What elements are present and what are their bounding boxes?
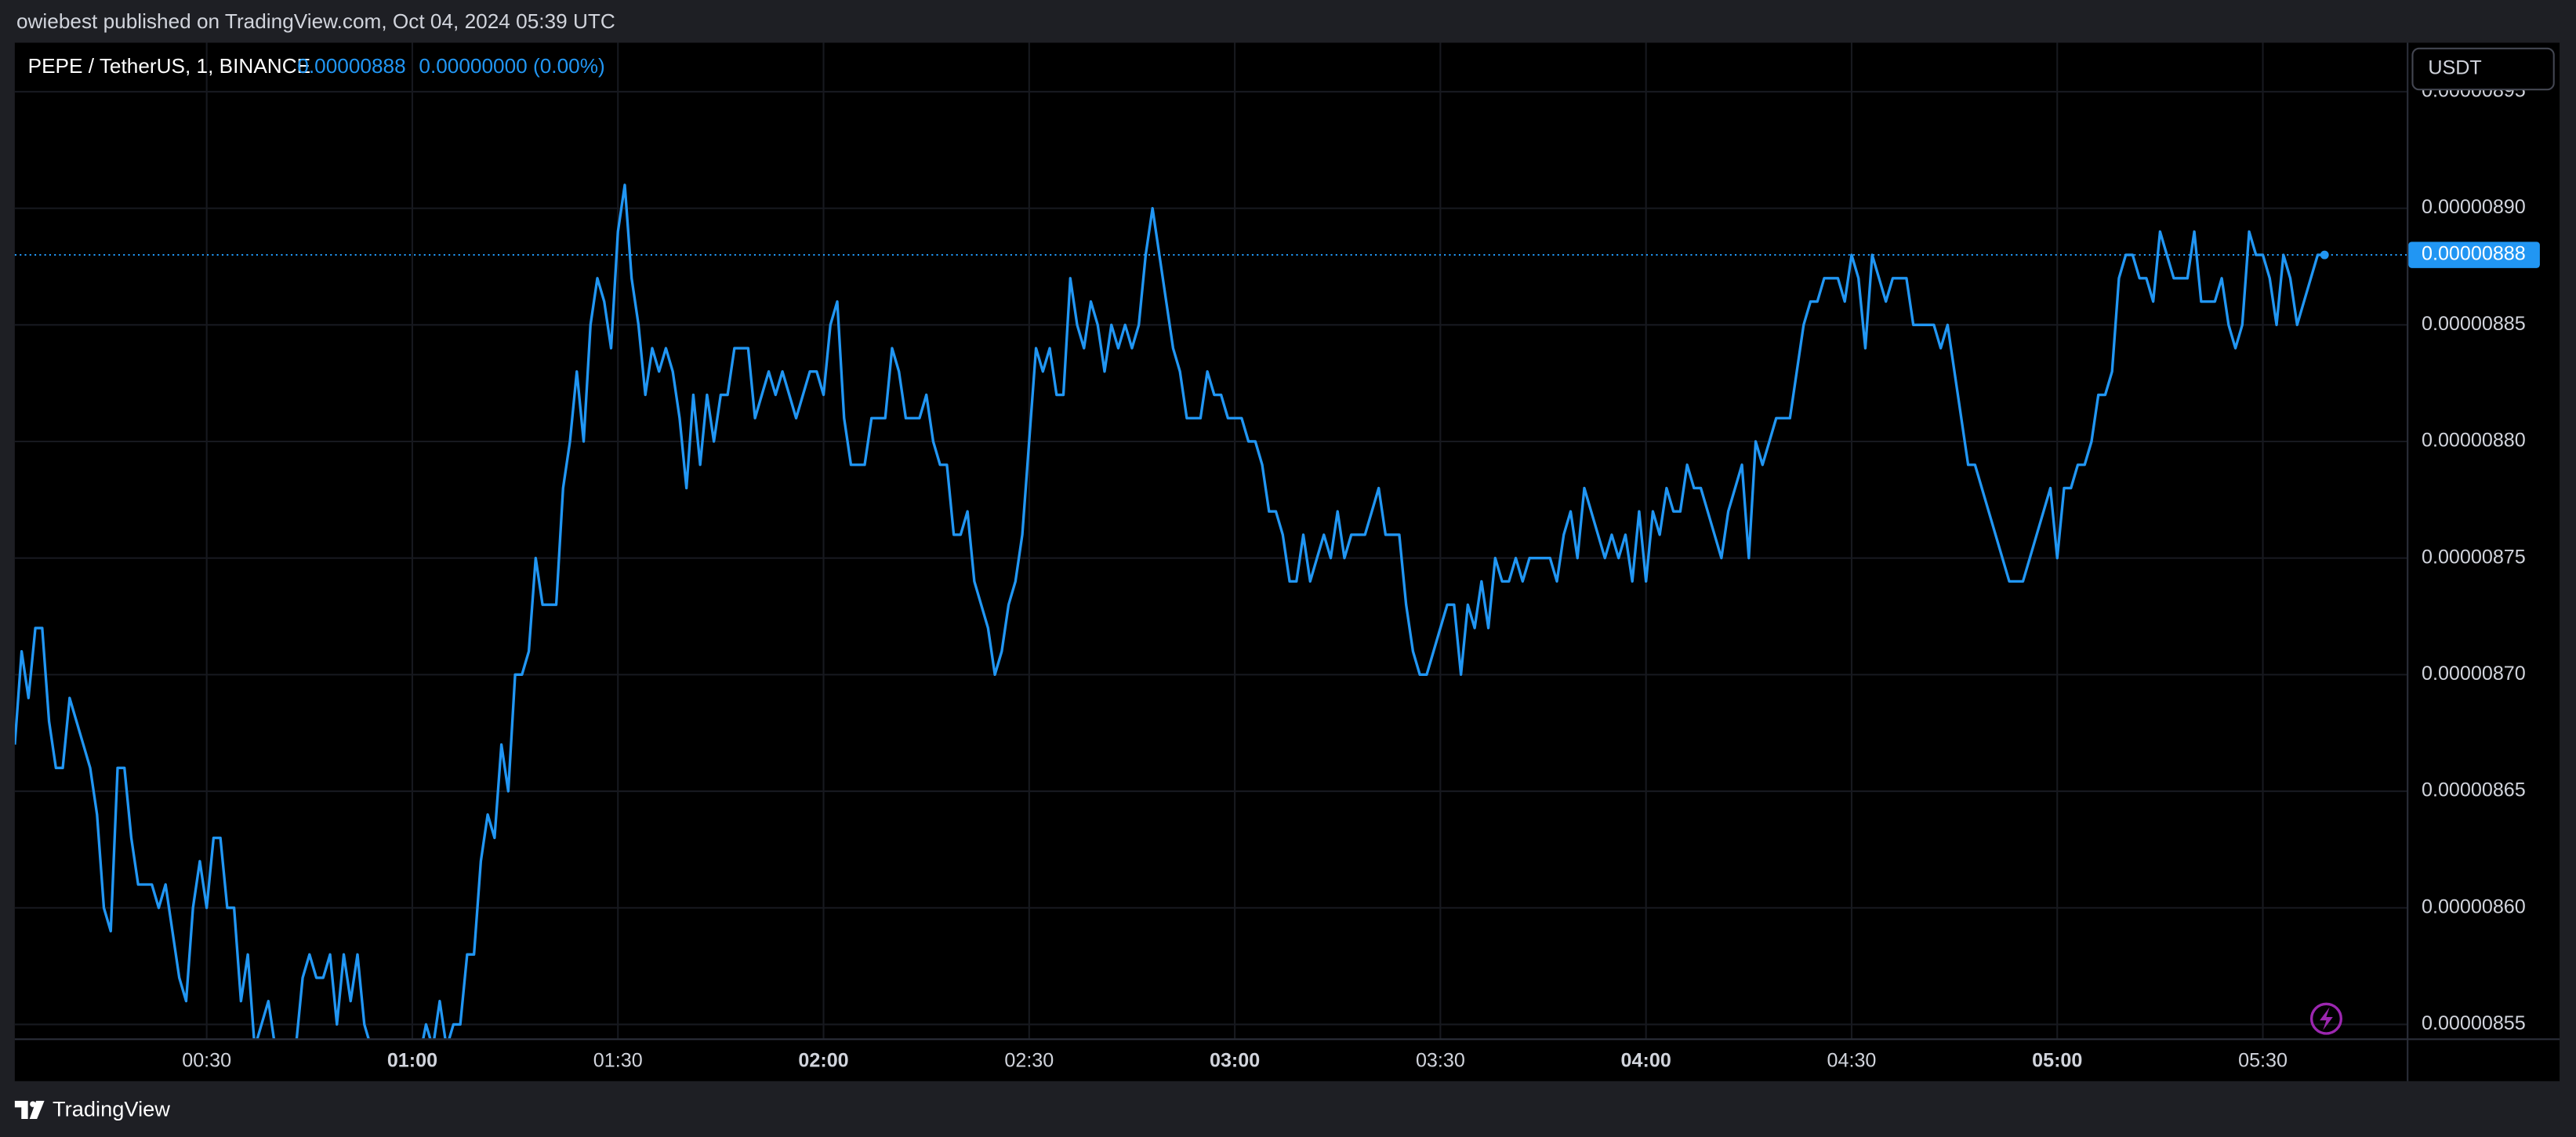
header-change: 0.00000000 (0.00%) (419, 54, 604, 78)
x-tick-label: 00:30 (182, 1049, 231, 1071)
header-price: 0.00000888 (297, 54, 405, 78)
x-tick-label: 02:00 (798, 1049, 848, 1071)
x-tick-label: 05:30 (2238, 1049, 2288, 1071)
publish-info: owiebest published on TradingView.com, O… (16, 9, 615, 33)
axes: 0.00000855 0.00000860 0.00000865 0.00000870… (182, 80, 2540, 1071)
y-tick-label: 0.00000855 (2422, 1012, 2526, 1034)
y-tick-label: 0.00000865 (2422, 779, 2526, 801)
y-tick-label: 0.00000870 (2422, 663, 2526, 685)
y-tick-label: 0.00000860 (2422, 895, 2526, 917)
currency-label[interactable]: USDT (2428, 57, 2481, 79)
price-line (14, 183, 2325, 1039)
x-tick-label: 03:00 (1210, 1049, 1260, 1071)
y-tick-label: 0.00000885 (2422, 313, 2526, 335)
brand-name[interactable]: TradingView (53, 1097, 170, 1121)
x-tick-label: 01:00 (387, 1049, 437, 1071)
last-price-label: 0.00000888 (2422, 243, 2526, 265)
last-price-badge (2408, 242, 2540, 268)
x-tick-label: 02:30 (1004, 1049, 1054, 1071)
plot-area (14, 183, 2329, 1039)
x-tick-label: 05:00 (2032, 1049, 2082, 1071)
tradingview-logo[interactable] (14, 1100, 45, 1119)
lightning-icon[interactable] (2309, 1002, 2342, 1035)
x-tick-label: 01:30 (593, 1049, 643, 1071)
currency-button[interactable] (2411, 47, 2555, 91)
last-point (2320, 250, 2329, 260)
x-tick-label: 04:00 (1621, 1049, 1671, 1071)
y-tick-label: 0.00000890 (2422, 196, 2526, 218)
x-tick-label: 03:30 (1416, 1049, 1465, 1071)
y-tick-label: 0.00000880 (2422, 430, 2526, 452)
symbol-title: PEPE / TetherUS, 1, BINANCE (28, 54, 310, 78)
x-tick-label: 04:30 (1827, 1049, 1877, 1071)
grid (14, 42, 2407, 1039)
y-tick-label: 0.00000875 (2422, 546, 2526, 568)
